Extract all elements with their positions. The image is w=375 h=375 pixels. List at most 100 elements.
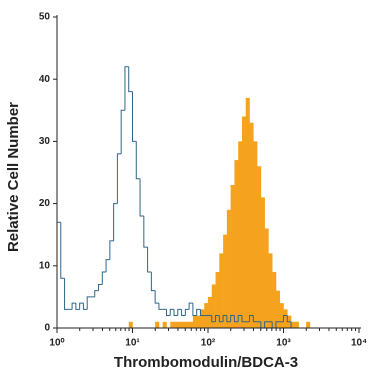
histogram-outline-step: [252, 315, 258, 323]
histogram-bar: [189, 321, 194, 328]
histogram-bar: [128, 321, 133, 328]
histogram-outline-step: [113, 203, 118, 241]
x-tick-label: 10⁰: [49, 338, 64, 349]
histogram-outline-step: [286, 315, 292, 323]
histogram-bar: [279, 303, 284, 328]
histogram-bar: [215, 272, 220, 328]
y-axis-title: Relative Cell Number: [5, 102, 22, 252]
histogram-outline-step: [184, 308, 190, 316]
histogram-bar: [208, 296, 213, 328]
histogram-bar: [219, 253, 224, 328]
histogram-outline-step: [196, 308, 201, 316]
y-tick-label: 10: [39, 260, 51, 271]
histogram-bar: [272, 272, 277, 328]
histogram-outline-step: [116, 153, 122, 204]
histogram-outline-step: [215, 315, 220, 322]
histogram-outline-step: [237, 315, 242, 322]
histogram-bar: [162, 321, 167, 328]
histogram-outline-step: [98, 283, 103, 291]
histogram-bar: [306, 321, 311, 328]
histogram-bar: [275, 290, 281, 328]
histogram-bar: [264, 228, 269, 328]
x-tick-label: 10³: [276, 338, 291, 349]
histogram-bar: [155, 321, 160, 328]
histogram-bar: [174, 321, 179, 328]
histogram-outline-step: [181, 309, 186, 317]
histogram-bar: [245, 97, 250, 328]
histogram-outline-step: [264, 321, 269, 328]
histogram-outline-step: [105, 259, 110, 273]
histogram-outline-step: [177, 308, 182, 316]
histogram-bar: [253, 141, 258, 328]
y-tick-label: 50: [39, 12, 51, 23]
histogram-outline-step: [94, 290, 99, 297]
histogram-bar: [234, 160, 239, 328]
histogram-bar: [230, 184, 235, 328]
histogram-outline-step: [233, 315, 239, 323]
histogram-bar: [241, 116, 247, 329]
histogram-outline-step: [222, 315, 227, 322]
histogram-bar: [260, 197, 265, 328]
histogram-outline-step: [230, 315, 235, 322]
histogram-bar: [226, 209, 231, 328]
histogram-bar: [257, 166, 262, 328]
histogram-outline-step: [218, 315, 224, 323]
histogram-outline-step: [86, 296, 91, 310]
x-tick-label: 10⁴: [351, 338, 367, 349]
histogram-outline-step: [158, 303, 163, 310]
histogram-bar: [211, 284, 216, 328]
histogram-outline-step: [135, 141, 141, 180]
histogram-outline-step: [199, 309, 205, 317]
histogram-outline-step: [60, 222, 65, 279]
x-tick-label: 10²: [201, 338, 216, 349]
histogram-bar: [200, 309, 205, 328]
histogram-outline-step: [165, 309, 171, 317]
histogram-bar: [192, 315, 197, 328]
histogram-outline-step: [120, 109, 125, 154]
histogram-outline-step: [211, 315, 216, 323]
histogram-outline-step: [150, 272, 156, 292]
histogram-outline-step: [143, 216, 148, 248]
histogram-outline-step: [71, 302, 76, 310]
x-axis-title: Thrombomodulin/BDCA-3: [114, 354, 298, 371]
y-tick-label: 40: [39, 74, 51, 85]
histogram-outline-step: [275, 321, 280, 328]
y-tick-label: 30: [39, 136, 51, 147]
histogram-bar: [238, 141, 243, 328]
histogram-outline-step: [139, 178, 144, 217]
histogram-outline-step: [124, 66, 129, 111]
histogram-outline-step: [132, 91, 137, 142]
histogram-bar: [181, 321, 186, 328]
histogram-bar: [283, 309, 288, 328]
histogram-outline-step: [283, 315, 288, 322]
histogram-bar: [294, 321, 299, 328]
histogram-bar: [170, 321, 175, 328]
histogram-bar: [249, 122, 254, 329]
histogram-outline-step: [173, 309, 178, 317]
histogram-outline-step: [192, 303, 197, 317]
histogram-bar: [291, 321, 296, 328]
histogram-outline-step: [188, 302, 193, 310]
histogram-outline-step: [64, 278, 69, 310]
y-tick-label: 20: [39, 198, 51, 209]
histogram-outline-step: [249, 315, 254, 322]
histogram-outline-step: [128, 66, 133, 93]
histogram-bar: [196, 315, 201, 328]
histogram-outline-step: [79, 302, 84, 310]
histogram-bar: [268, 253, 273, 328]
histogram-outline-step: [82, 303, 88, 310]
y-tick-label: 0: [44, 323, 50, 334]
histogram-outline-step: [75, 303, 80, 310]
histogram-outline-step: [169, 308, 175, 316]
histogram-outline-step: [154, 290, 159, 304]
histogram-outline-step: [109, 240, 114, 260]
histogram-outline-step: [101, 271, 107, 285]
x-tick-label: 10¹: [125, 338, 140, 349]
histogram-bar: [223, 234, 228, 328]
histogram-bar: [177, 321, 182, 328]
histogram-outline-step: [147, 247, 152, 273]
histogram-outline-step: [226, 315, 231, 323]
histogram-outline-step: [241, 315, 246, 323]
histogram-bar: [185, 321, 190, 328]
